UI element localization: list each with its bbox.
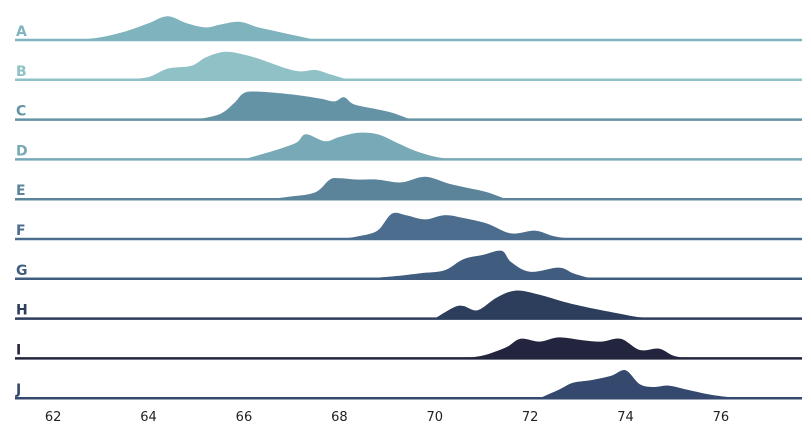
density-area-c	[196, 91, 411, 120]
row-label-a: A	[16, 24, 27, 40]
ridge-b: B	[15, 51, 802, 82]
x-tick-label: 64	[140, 410, 157, 425]
ridge-i: I	[15, 337, 802, 360]
ridge-j: J	[15, 369, 802, 400]
x-tick-label: 66	[236, 410, 253, 425]
density-area-f	[339, 212, 574, 239]
ridges: A B C D E F G H I J	[15, 16, 802, 400]
ridge-h: H	[15, 290, 802, 320]
row-label-j: J	[15, 382, 21, 398]
row-label-c: C	[16, 104, 26, 120]
x-tick-label: 62	[45, 410, 62, 425]
row-label-i: I	[16, 342, 21, 358]
density-area-e	[267, 176, 507, 200]
x-tick-label: 76	[713, 410, 730, 425]
ridge-e: E	[15, 176, 802, 201]
x-tick-label: 72	[522, 410, 539, 425]
row-label-d: D	[16, 143, 28, 159]
density-area-i	[458, 337, 688, 359]
density-area-a	[77, 16, 316, 40]
row-label-e: E	[16, 183, 26, 199]
density-area-h	[434, 290, 688, 319]
density-area-g	[363, 250, 597, 279]
row-label-h: H	[16, 303, 28, 319]
x-tick-label: 74	[617, 410, 634, 425]
row-label-g: G	[16, 263, 28, 279]
density-area-b	[124, 51, 349, 80]
ridge-f: F	[15, 212, 802, 241]
ridge-d: D	[15, 132, 802, 161]
density-area-j	[539, 369, 740, 399]
x-axis: 62 64 66 68 70 72 74 76	[45, 410, 729, 425]
ridge-c: C	[15, 91, 802, 121]
x-tick-label: 70	[426, 410, 443, 425]
ridge-g: G	[15, 250, 802, 281]
x-tick-label: 68	[331, 410, 348, 425]
density-area-d	[243, 132, 454, 160]
ridge-a: A	[15, 16, 802, 42]
row-label-f: F	[16, 223, 26, 239]
row-label-b: B	[16, 64, 27, 80]
